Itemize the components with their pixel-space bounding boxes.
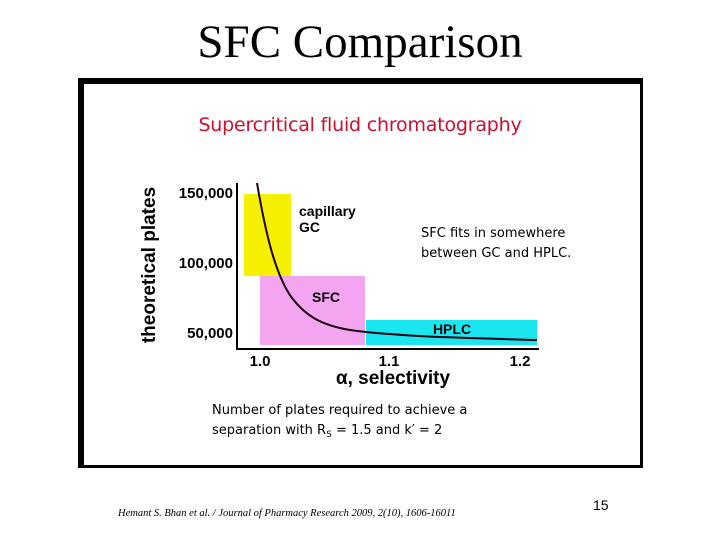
- hplc-region: [366, 320, 537, 345]
- sfc-region: [260, 276, 365, 345]
- y-tick-150000: 150,000: [179, 185, 233, 202]
- caption-line1: Number of plates required to achieve a: [212, 403, 467, 418]
- note-line1: SFC fits in somewhere: [421, 226, 565, 241]
- page-number: 15: [593, 497, 609, 513]
- hplc-label: HPLC: [433, 321, 471, 337]
- gc-label-line2: GC: [299, 219, 320, 235]
- citation: Hemant S. Bhan et al. / Journal of Pharm…: [118, 508, 456, 519]
- x-tick-1.1: 1.1: [379, 353, 400, 370]
- gc-label-line1: capillary: [299, 203, 356, 219]
- y-tick-50000: 50,000: [187, 325, 233, 342]
- y-axis-title: theoretical plates: [139, 187, 160, 343]
- x-axis-title: α, selectivity: [336, 368, 451, 389]
- slide-title: SFC Comparison: [197, 16, 523, 68]
- caption-line2: separation with RS = 1.5 and k′ = 2: [212, 423, 442, 440]
- note-line2: between GC and HPLC.: [421, 246, 571, 261]
- y-tick-100000: 100,000: [179, 255, 233, 272]
- figure-title: Supercritical fluid chromatography: [198, 114, 522, 136]
- figure-frame: [78, 78, 643, 468]
- sfc-label: SFC: [312, 289, 340, 305]
- plates-curve: [256, 182, 538, 341]
- x-tick-1.0: 1.0: [250, 353, 271, 370]
- x-tick-1.2: 1.2: [510, 353, 531, 370]
